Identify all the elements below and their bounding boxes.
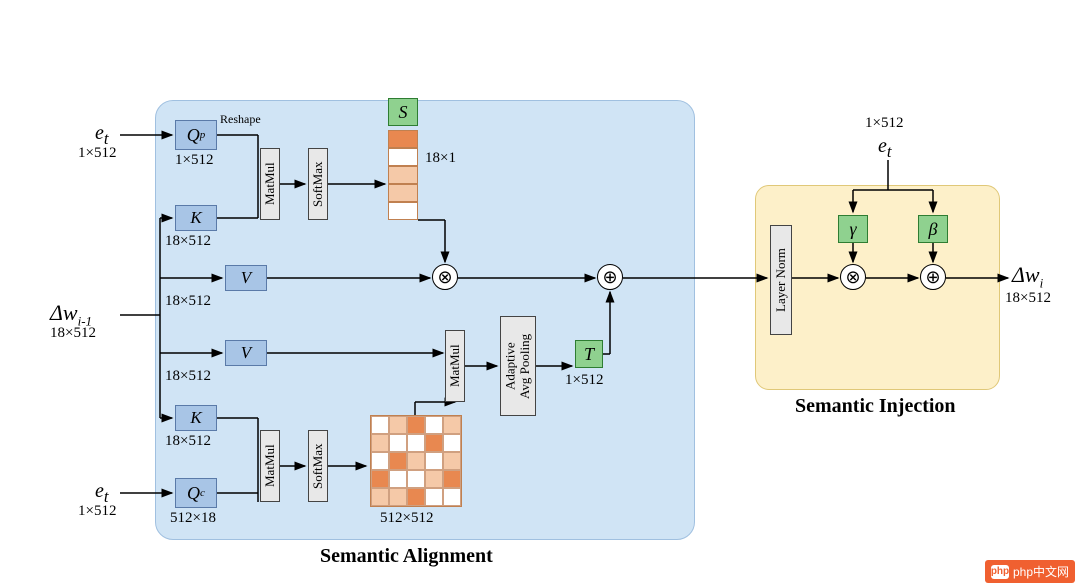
output-dw-dim: 18×512 bbox=[1005, 290, 1051, 307]
input-et-top-dim: 1×512 bbox=[78, 145, 116, 162]
block-t: T bbox=[575, 340, 603, 368]
php-logo-icon: php bbox=[991, 565, 1009, 579]
block-k1: K bbox=[175, 205, 217, 231]
block-v2: V bbox=[225, 340, 267, 366]
op-softmax1: SoftMax bbox=[308, 148, 328, 220]
output-dw: Δwi bbox=[1012, 262, 1043, 291]
input-et-right-dim: 1×512 bbox=[865, 115, 903, 132]
block-s: S bbox=[388, 98, 418, 126]
op-add1: ⊕ bbox=[597, 264, 623, 290]
op-mult2: ⊗ bbox=[840, 264, 866, 290]
block-v2-dim: 18×512 bbox=[165, 368, 211, 385]
op-matmul1: MatMul bbox=[260, 148, 280, 220]
watermark: php php中文网 bbox=[985, 560, 1075, 583]
block-k2: K bbox=[175, 405, 217, 431]
block-k1-dim: 18×512 bbox=[165, 233, 211, 250]
op-softmax2: SoftMax bbox=[308, 430, 328, 502]
op-mult1: ⊗ bbox=[432, 264, 458, 290]
op-add2: ⊕ bbox=[920, 264, 946, 290]
op-layernorm: Layer Norm bbox=[770, 225, 792, 335]
block-s-dim: 18×1 bbox=[425, 150, 456, 167]
block-t-dim: 1×512 bbox=[565, 372, 603, 389]
attention-grid bbox=[370, 415, 462, 507]
block-beta: β bbox=[918, 215, 948, 243]
input-dw-dim: 18×512 bbox=[50, 325, 96, 342]
input-et-right: et bbox=[878, 135, 892, 162]
block-qc: Qc bbox=[175, 478, 217, 508]
attention-grid-dim: 512×512 bbox=[380, 510, 433, 527]
alignment-label: Semantic Alignment bbox=[320, 545, 493, 568]
injection-label: Semantic Injection bbox=[795, 395, 956, 418]
block-k2-dim: 18×512 bbox=[165, 433, 211, 450]
block-v1: V bbox=[225, 265, 267, 291]
s-vector bbox=[388, 130, 418, 220]
block-qp-dim: 1×512 bbox=[175, 152, 213, 169]
op-matmul2: MatMul bbox=[260, 430, 280, 502]
input-et-bot-dim: 1×512 bbox=[78, 503, 116, 520]
op-matmul3: MatMul bbox=[445, 330, 465, 402]
op-avgpool: Adaptive Avg Pooling bbox=[500, 316, 536, 416]
block-v1-dim: 18×512 bbox=[165, 293, 211, 310]
block-qp: Qp bbox=[175, 120, 217, 150]
block-qc-dim: 512×18 bbox=[170, 510, 216, 527]
block-gamma: γ bbox=[838, 215, 868, 243]
op-reshape: Reshape bbox=[220, 112, 261, 127]
watermark-text: php中文网 bbox=[1013, 563, 1069, 580]
